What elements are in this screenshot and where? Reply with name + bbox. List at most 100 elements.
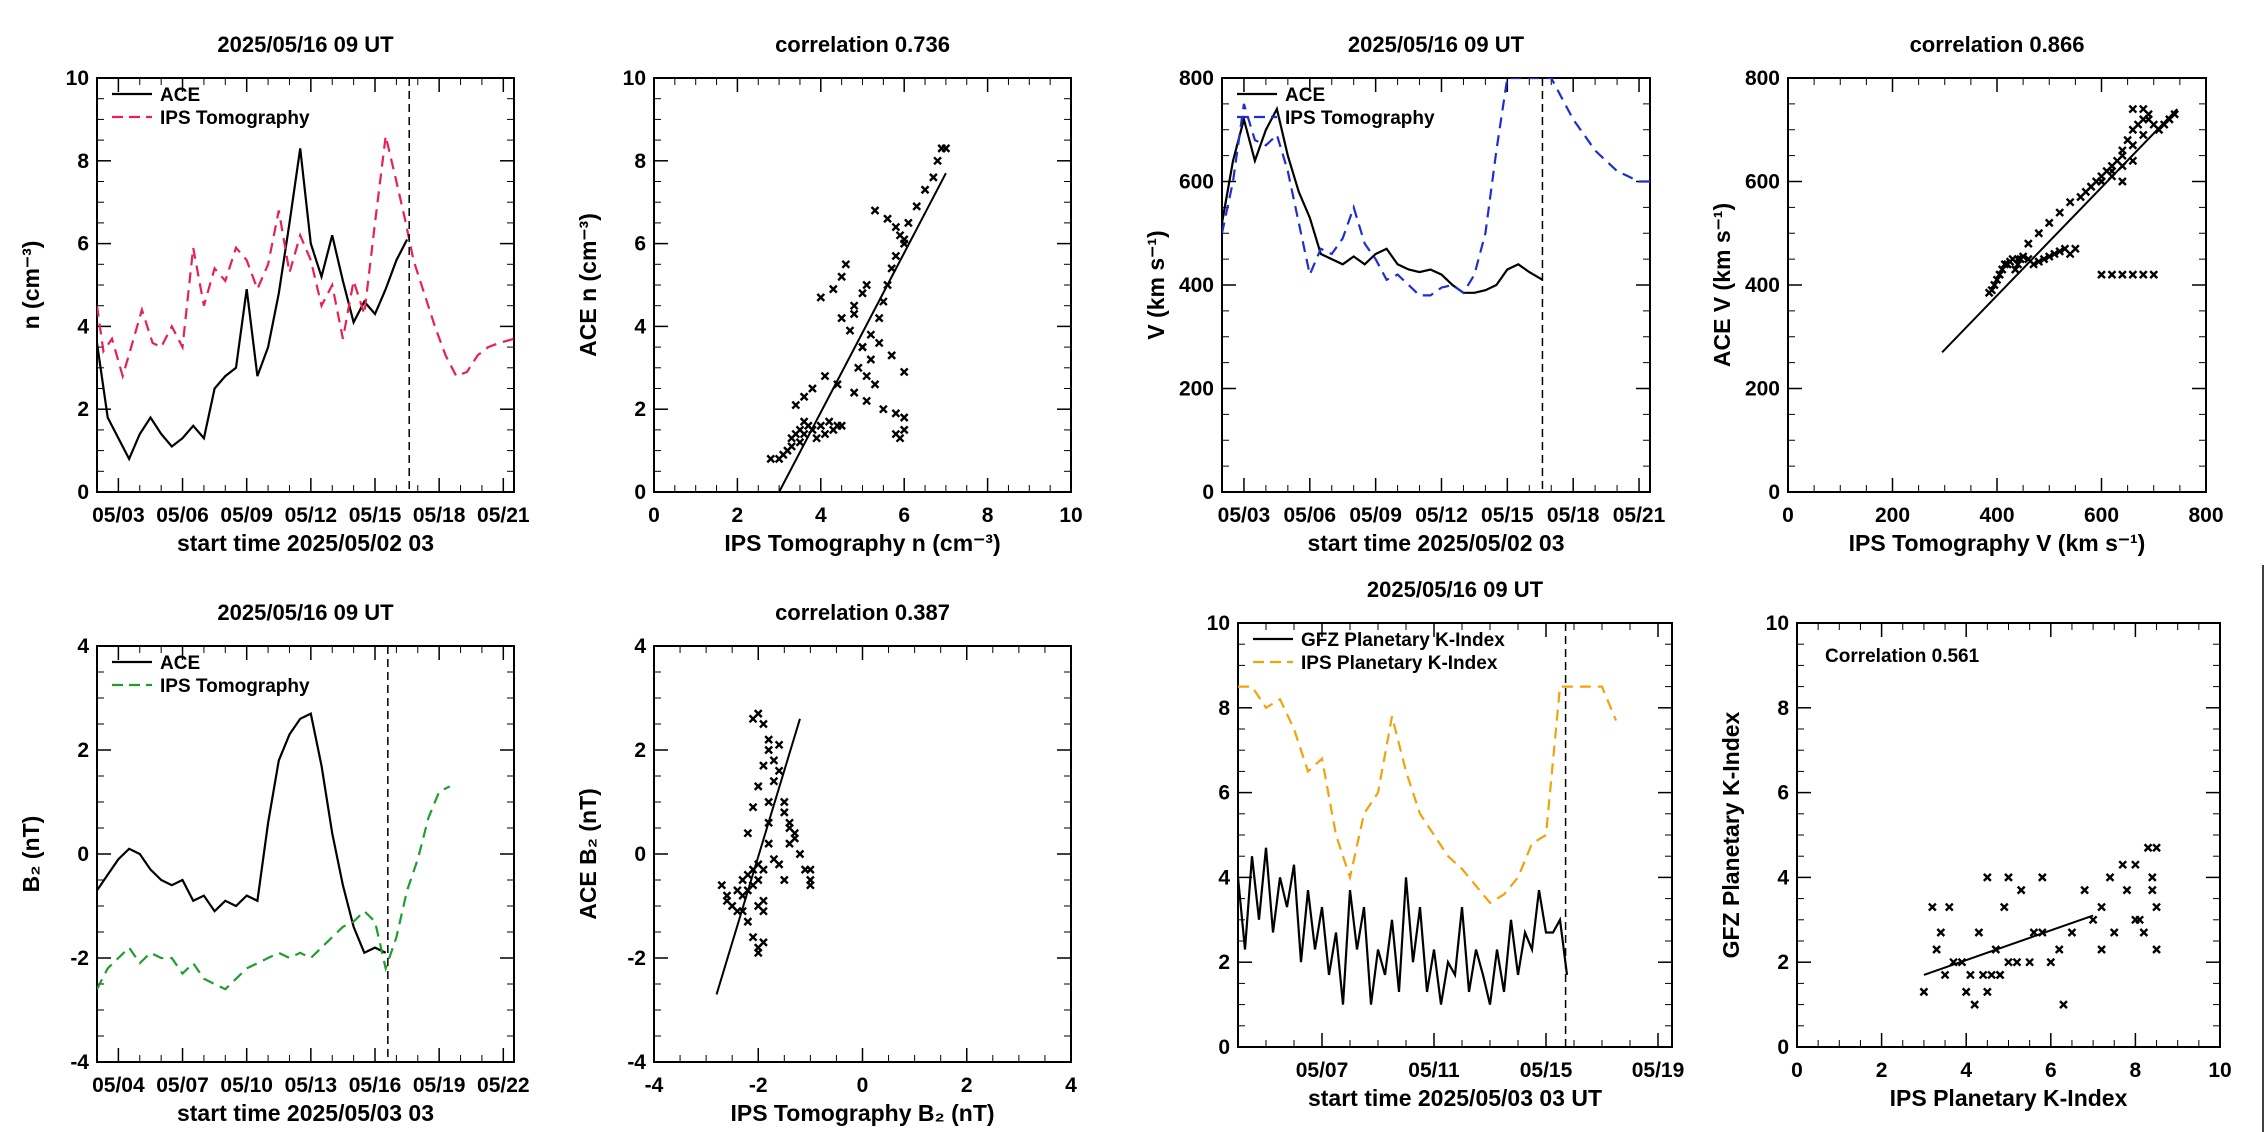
data-point xyxy=(929,173,938,182)
data-point xyxy=(2054,945,2064,954)
x-tick-label: -4 xyxy=(645,1074,664,1097)
x-tick-label: 05/15 xyxy=(1520,1059,1573,1082)
data-point xyxy=(2128,156,2138,166)
y-tick-label: 0 xyxy=(634,843,646,866)
chart-panel-3: 2025/05/16 09 UT 0 200 400 600 800 05/03 05/06 0… xyxy=(1143,32,1666,556)
series-line-2 xyxy=(97,785,451,991)
data-point xyxy=(753,782,763,791)
data-point xyxy=(2059,1000,2068,1009)
data-point xyxy=(808,384,817,393)
data-point xyxy=(2025,957,2034,967)
data-point xyxy=(874,313,884,323)
x-tick-label: 05/12 xyxy=(285,504,338,527)
data-point xyxy=(879,297,888,306)
data-point xyxy=(2044,252,2054,261)
data-point xyxy=(2097,902,2106,912)
data-point xyxy=(743,917,753,926)
legend-label: GFZ Planetary K-Index xyxy=(1301,630,1505,651)
y-tick-label: 400 xyxy=(1179,274,1214,297)
plot-frame xyxy=(1221,77,1651,493)
data-point xyxy=(2138,270,2148,279)
y-tick-label: 2 xyxy=(77,398,89,421)
x-tick-label: 05/22 xyxy=(477,1074,530,1097)
x-tick-label: 0 xyxy=(648,504,660,527)
data-point xyxy=(899,413,909,422)
series-line-1 xyxy=(1222,105,1544,294)
chart-panel-6: correlation 0.387 -4 -2 0 2 4 -4 -2 0 2 4 IPS Tomog… xyxy=(575,600,1077,1126)
legend-label: IPS Tomography xyxy=(160,676,310,697)
y-tick-label: 0 xyxy=(634,481,646,504)
data-point xyxy=(769,756,779,765)
legend-label: IPS Tomography xyxy=(1285,108,1435,129)
data-point xyxy=(2000,259,2010,269)
plot-area xyxy=(715,709,815,995)
y-axis-label: ACE n (cm⁻³) xyxy=(575,213,601,357)
data-point xyxy=(2010,265,2020,274)
x-tick-label: 05/21 xyxy=(1613,504,1666,527)
y-axis-label: GFZ Planetary K-Index xyxy=(1718,711,1744,958)
x-tick-label: 0 xyxy=(1782,504,1794,527)
x-tick-label: 05/21 xyxy=(477,504,530,527)
data-point xyxy=(816,421,826,431)
data-point xyxy=(790,828,800,838)
y-tick-label: -4 xyxy=(627,1051,646,1074)
legend-label: ACE xyxy=(1285,85,1325,106)
plot-area xyxy=(97,78,514,492)
data-point xyxy=(779,797,789,807)
series-line-1 xyxy=(97,148,409,462)
data-point xyxy=(2004,873,2013,882)
y-tick-label: 400 xyxy=(1745,274,1780,297)
chart-title: 2025/05/16 09 UT xyxy=(1348,32,1525,57)
data-point xyxy=(812,433,821,443)
data-point xyxy=(887,351,897,360)
x-tick-label: 10 xyxy=(2208,1059,2231,1082)
data-point xyxy=(1919,987,1929,997)
data-point xyxy=(759,719,768,729)
chart-panel-5: 2025/05/16 09 UT -4 -2 0 2 4 05/04 05/07 05/10 05… xyxy=(18,600,530,1126)
data-point xyxy=(764,797,774,807)
x-tick-label: 05/10 xyxy=(220,1074,273,1097)
data-point xyxy=(2152,945,2161,954)
plot-area xyxy=(766,144,951,492)
data-point xyxy=(1999,902,2009,912)
data-point xyxy=(2118,151,2127,160)
data-point xyxy=(858,288,867,298)
data-point xyxy=(759,906,768,916)
data-point xyxy=(1936,928,1946,937)
x-tick-label: 8 xyxy=(2130,1059,2142,1082)
y-tick-label: 8 xyxy=(77,150,89,173)
data-point xyxy=(2029,928,2039,937)
data-point xyxy=(769,776,779,786)
y-tick-label: 0 xyxy=(1768,481,1780,504)
x-tick-label: 05/03 xyxy=(92,504,145,527)
x-tick-label: 05/15 xyxy=(349,504,402,527)
regression-line xyxy=(778,172,947,492)
y-tick-label: 6 xyxy=(1777,782,1789,805)
data-point xyxy=(764,839,774,848)
data-point xyxy=(2029,259,2038,269)
data-point xyxy=(899,239,909,248)
data-point xyxy=(824,417,834,426)
plot-frame xyxy=(653,645,1072,1063)
y-axis-label: ACE B₂ (nT) xyxy=(575,788,601,920)
data-point xyxy=(1932,945,1941,954)
data-point xyxy=(1983,873,1992,882)
x-tick-label: 05/18 xyxy=(1547,504,1600,527)
data-point xyxy=(933,156,942,166)
x-tick-label: 05/12 xyxy=(1415,504,1468,527)
x-tick-label: 0 xyxy=(857,1074,869,1097)
x-tick-label: 05/13 xyxy=(285,1074,338,1097)
data-point xyxy=(774,860,784,869)
data-point xyxy=(779,808,789,817)
x-tick-label: 0 xyxy=(1791,1059,1803,1082)
plot-area xyxy=(1941,104,2179,353)
data-point xyxy=(899,367,909,377)
data-point xyxy=(912,201,922,211)
data-point xyxy=(1961,987,1971,997)
y-tick-label: -2 xyxy=(627,947,646,970)
data-point xyxy=(837,421,846,431)
y-tick-label: 4 xyxy=(77,635,89,658)
data-point xyxy=(2118,177,2127,186)
data-point xyxy=(2118,860,2128,870)
data-point xyxy=(753,875,763,885)
